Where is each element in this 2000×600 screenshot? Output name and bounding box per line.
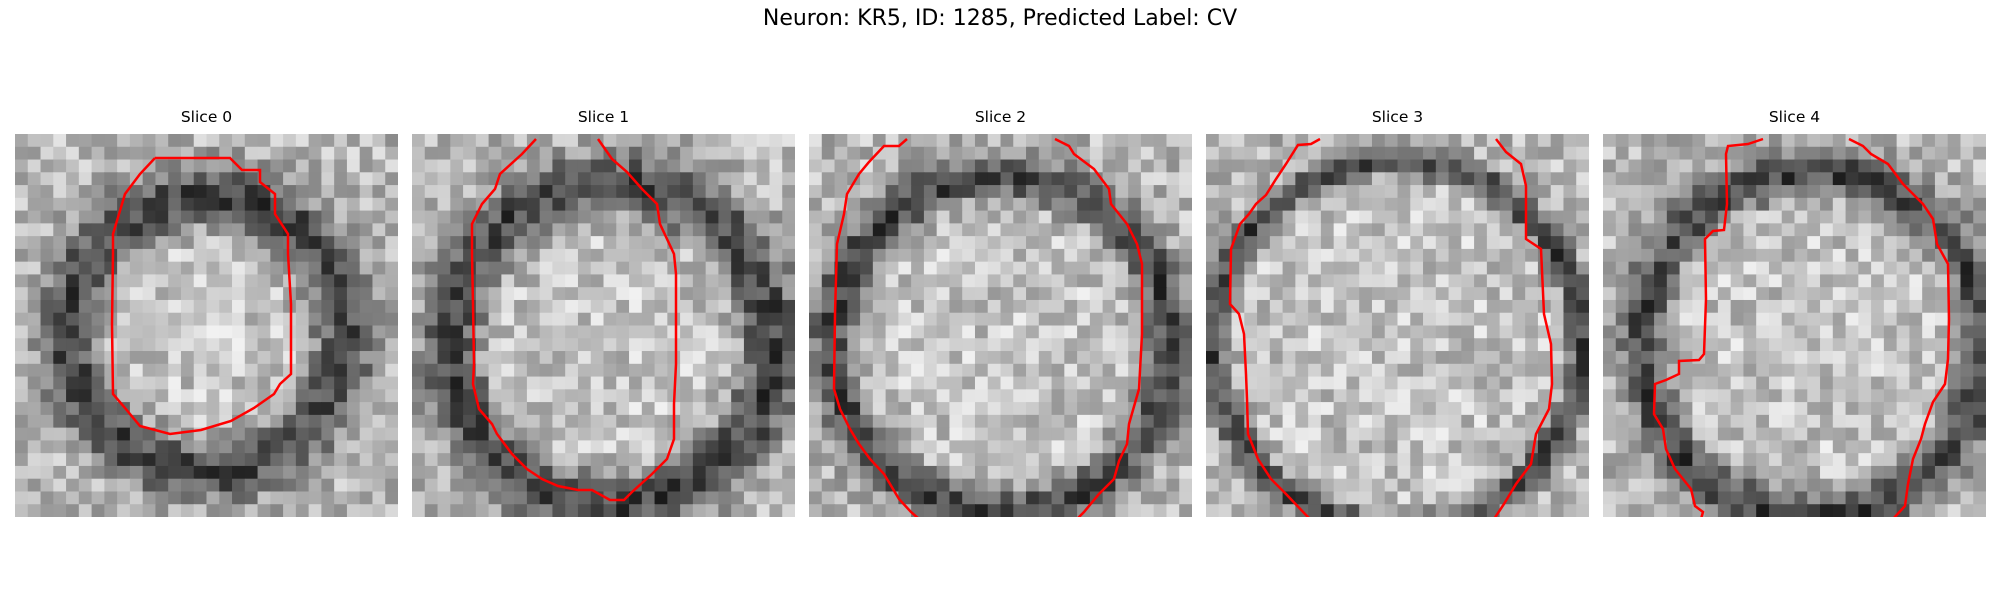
slice-image-4 (1603, 134, 1986, 517)
figure-title: Neuron: KR5, ID: 1285, Predicted Label: … (762, 6, 1238, 31)
slice-image-3 (1206, 134, 1589, 517)
em-texture (1603, 134, 1986, 517)
contour (1652, 137, 1764, 517)
slice-title-0: Slice 0 (180, 108, 233, 126)
contour (1848, 137, 1951, 517)
contour (110, 156, 293, 436)
slice-image-0 (15, 134, 398, 517)
contour (1228, 137, 1321, 517)
slice-image-2 (809, 134, 1192, 517)
slice-title-2: Slice 2 (974, 108, 1027, 126)
slice-panel-2: Slice 2 (809, 108, 1192, 525)
slice-panel-0: Slice 0 (15, 108, 398, 525)
contour (1493, 138, 1554, 517)
contour (470, 138, 678, 502)
slice-panel-1: Slice 1 (412, 108, 795, 525)
slice-panel-4: Slice 4 (1603, 108, 1986, 525)
slice-image-1 (412, 134, 795, 517)
slice-title-3: Slice 3 (1371, 108, 1424, 126)
slice-title-1: Slice 1 (577, 108, 630, 126)
contour (1054, 137, 1144, 517)
slice-title-4: Slice 4 (1768, 108, 1821, 126)
em-texture (412, 134, 795, 517)
em-texture (15, 134, 398, 517)
contour (832, 138, 919, 517)
slice-panel-3: Slice 3 (1206, 108, 1589, 525)
em-texture (809, 134, 1192, 517)
em-texture (1206, 134, 1589, 517)
